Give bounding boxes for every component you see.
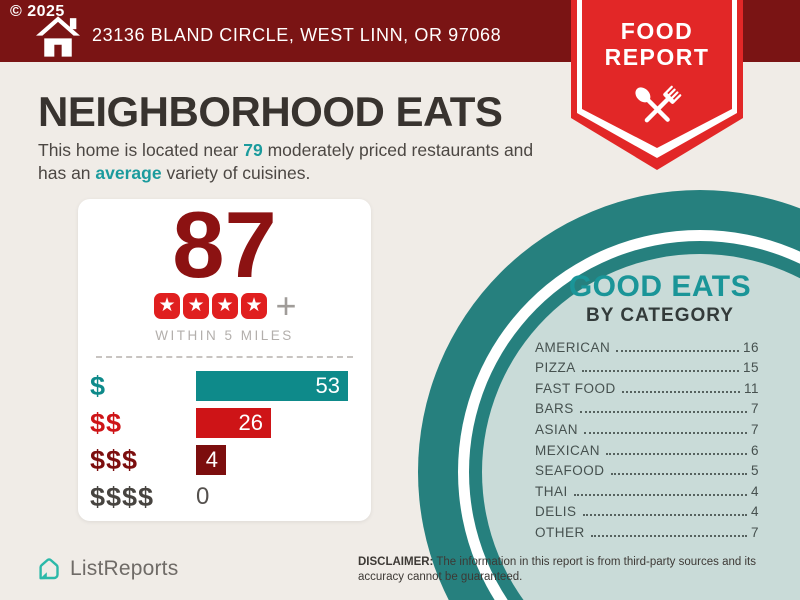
restaurant-score: 87 [172,192,277,297]
dotted-leader [590,534,747,537]
star-icon: ★ [211,292,238,319]
category-count: 11 [743,380,759,396]
dotted-leader [582,514,747,517]
ribbon-title-line1: FOOD [620,18,694,44]
category-count: 7 [750,401,759,417]
star-icon: ★ [240,292,267,319]
dotted-leader [610,473,747,476]
ribbon-title-line2: REPORT [604,44,710,70]
category-row: OTHER 7 [535,519,759,540]
radius-caption: WITHIN 5 MILES [155,327,294,343]
dotted-leader [573,493,747,496]
category-label: ASIAN [535,421,579,437]
bar: 4 [196,444,226,475]
copyright-text: © 2025 [10,3,65,20]
home-icon [36,16,80,57]
category-count: 7 [750,421,759,437]
category-row: AMERICAN 16 [535,334,759,355]
category-row: FAST FOOD 11 [535,375,759,396]
dotted-leader [579,411,747,414]
price-tier-label: $$ [90,407,123,438]
price-tier-label: $$$ [90,444,139,475]
category-label: AMERICAN [535,339,611,355]
bar: 26 [196,407,271,438]
star-icon: ★ [153,292,180,319]
category-label: MEXICAN [535,442,601,458]
category-label: DELIS [535,504,577,520]
chart-row: $53 [90,370,371,401]
dotted-leader [581,370,739,373]
disclaimer: DISCLAIMER: The information in this repo… [358,555,770,584]
ribbon-title: FOOD REPORT [571,18,743,70]
category-label: FAST FOOD [535,380,616,396]
category-row: DELIS 4 [535,499,759,520]
bar-value: 26 [238,409,263,435]
page-title: NEIGHBORHOOD EATS [38,88,503,135]
bar-area: 0 [196,482,348,512]
score-card: 87 ★ ★ ★ ★ + WITHIN 5 MILES $53 $$ 26 $$$ 4 $$$$ 0 [78,192,371,521]
category-label: SEAFOOD [535,463,605,479]
chart-row: $$$ 4 [90,444,371,475]
subtitle-post: variety of cuisines. [161,163,311,183]
bar-value-zero: 0 [196,482,210,510]
category-count: 16 [742,339,759,355]
food-report-ribbon: FOOD REPORT [571,0,743,170]
bar-area: 4 [196,444,348,475]
bar-value: 53 [315,372,340,398]
category-count: 7 [750,524,759,540]
good-eats-subtitle: BY CATEGORY [586,305,734,326]
category-row: THAI 4 [535,478,759,499]
disclaimer-label: DISCLAIMER: [358,556,434,568]
category-row: BARS 7 [535,396,759,417]
bar-value: 4 [205,446,218,472]
category-row: SEAFOOD 5 [535,458,759,479]
dotted-leader [606,452,747,455]
restaurant-count: 79 [243,140,263,160]
category-count: 4 [750,504,759,520]
category-label: THAI [535,483,568,499]
bar-area: 26 [196,407,348,438]
dotted-leader [616,349,739,352]
page-subtitle: This home is located near 79 moderately … [38,139,560,185]
category-count: 4 [750,483,759,499]
chart-row: $$$$ 0 [90,482,371,512]
listreports-brand-text: ListReports [70,557,179,580]
price-tier-label: $ [90,370,107,401]
good-eats-title: GOOD EATS [568,270,752,303]
dotted-leader [584,431,747,434]
property-address: 23136 BLAND CIRCLE, WEST LINN, OR 97068 [92,24,502,45]
bar: 53 [196,370,348,401]
dashed-divider [96,355,353,358]
category-count: 5 [750,463,759,479]
spoon-fork-icon [635,85,682,123]
category-count: 6 [750,442,759,458]
chart-row: $$ 26 [90,407,371,438]
subtitle-pre: This home is located near [38,140,244,160]
star-icon: ★ [182,292,209,319]
listreports-brand: ListReports [36,556,178,582]
category-row: MEXICAN 6 [535,437,759,458]
category-row: ASIAN 7 [535,416,759,437]
dotted-leader [621,390,740,393]
price-tier-label: $$$$ [90,481,155,512]
category-label: PIZZA [535,360,576,376]
category-label: BARS [535,401,574,417]
disclaimer-text: The information in this report is from t… [358,556,756,583]
good-eats-list: AMERICAN 16 PIZZA 15 FAST FOOD 11 BARS 7 ASIAN 7 M… [535,334,759,540]
category-label: OTHER [535,524,585,540]
plus-sign: + [275,284,297,326]
subtitle-mid: moderately priced restaurants and has an [38,140,534,183]
listreports-logo-icon [39,558,59,580]
star-rating: ★ ★ ★ ★ + [78,284,371,326]
bar-area: 53 [196,370,348,401]
variety-highlight: average [95,163,162,183]
price-bar-chart: $53 $$ 26 $$$ 4 $$$$ 0 [90,370,371,512]
category-count: 15 [742,360,759,376]
good-eats-header: GOOD EATS BY CATEGORY [535,270,785,327]
category-row: PIZZA 15 [535,355,759,376]
